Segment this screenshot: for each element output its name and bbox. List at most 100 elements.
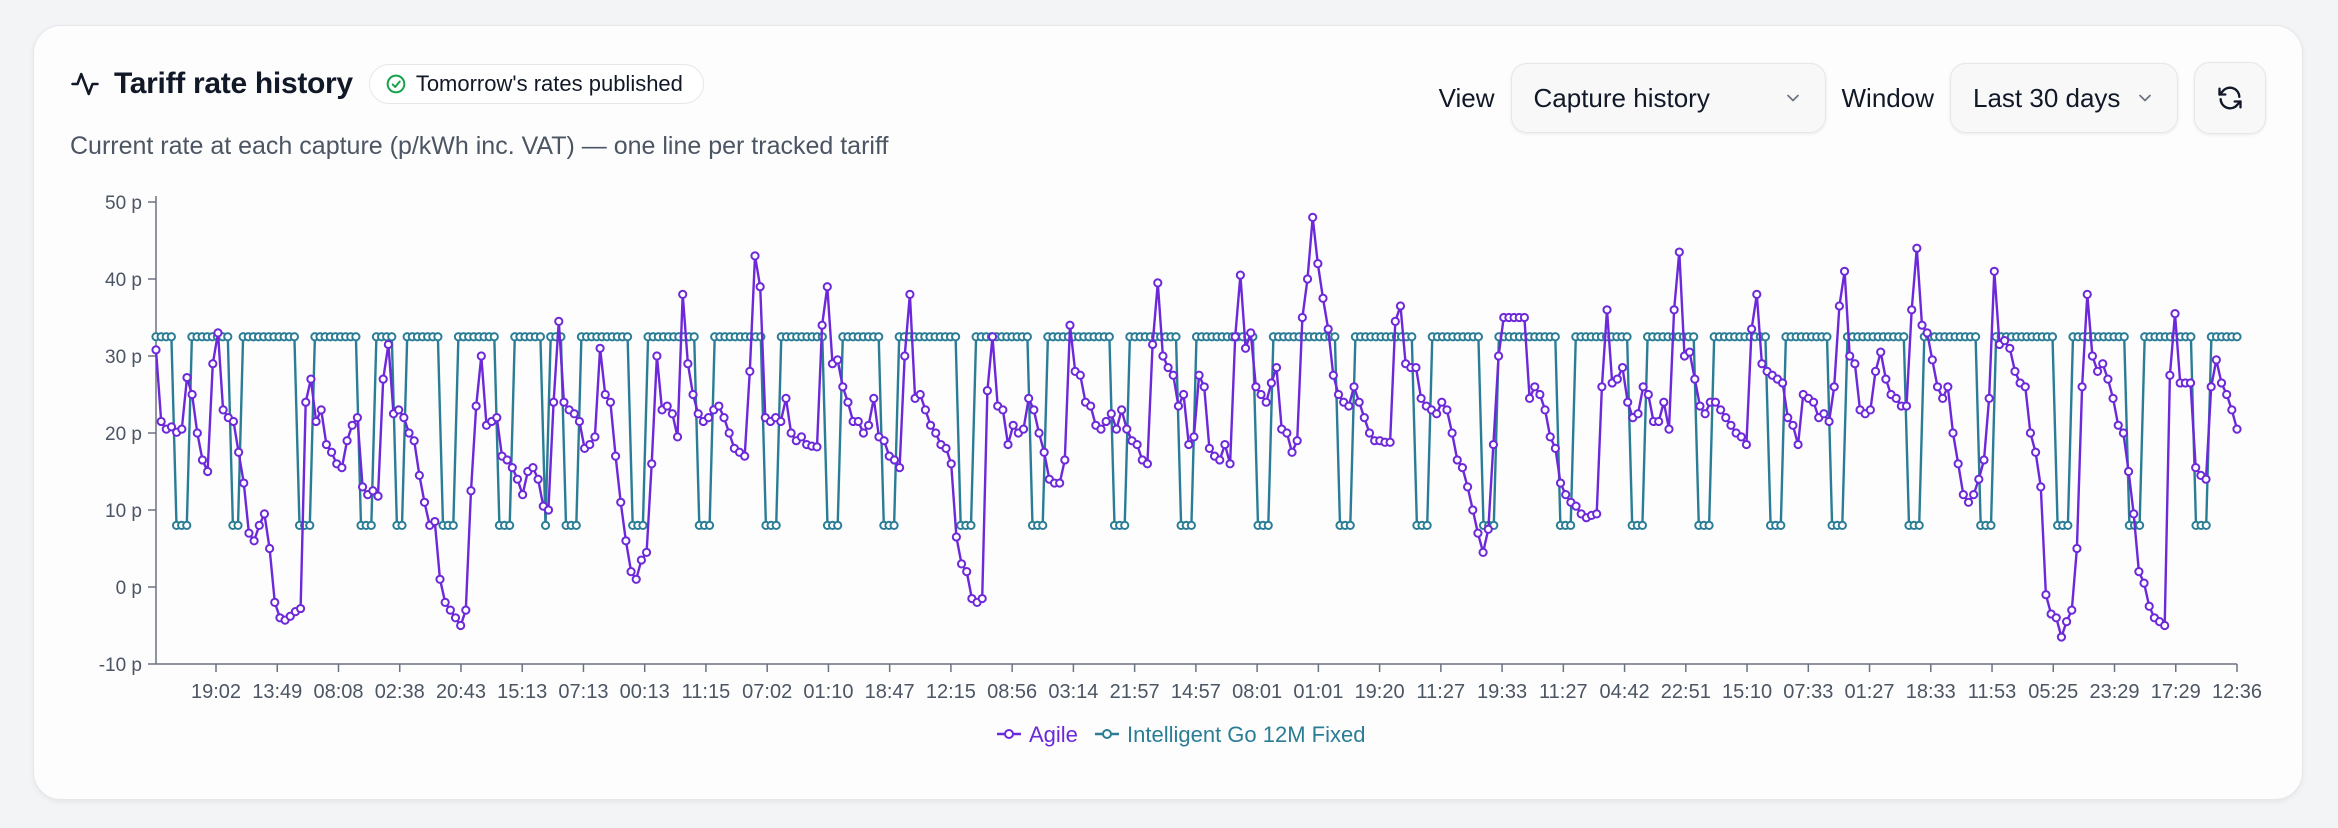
agile-point xyxy=(652,351,662,361)
agile-point xyxy=(838,382,848,392)
agile-point xyxy=(383,339,393,350)
intelligent-go-series-line xyxy=(156,335,2237,527)
agile-point xyxy=(265,543,275,554)
refresh-icon xyxy=(2218,86,2242,110)
agile-point xyxy=(1349,382,1359,392)
agile-point xyxy=(203,466,213,477)
view-select[interactable]: Capture history xyxy=(1510,63,1826,133)
agile-point xyxy=(1695,401,1705,411)
y-tick-label: 20 p xyxy=(105,424,142,445)
intelligent-go-point xyxy=(387,332,397,342)
agile-point xyxy=(1251,382,1261,392)
agile-point xyxy=(1984,393,1994,403)
agile-point xyxy=(982,386,992,396)
agile-point xyxy=(2031,447,2041,457)
agile-point xyxy=(394,405,404,415)
agile-point xyxy=(1008,420,1018,430)
agile-point xyxy=(2206,382,2216,392)
agile-point xyxy=(636,555,646,565)
agile-point xyxy=(518,490,528,500)
agile-point xyxy=(2191,463,2201,473)
agile-point xyxy=(672,432,683,442)
agile-point xyxy=(1483,524,1493,534)
agile-point xyxy=(1018,424,1029,434)
agile-point xyxy=(2056,632,2067,642)
agile-point xyxy=(1561,490,1571,500)
agile-point xyxy=(192,428,202,438)
intelligent-go-point xyxy=(489,332,499,342)
agile-point xyxy=(1638,382,1648,392)
agile-point xyxy=(543,505,554,515)
agile-point xyxy=(647,459,657,469)
agile-point xyxy=(1220,439,1230,450)
agile-point xyxy=(177,424,187,434)
agile-point xyxy=(719,413,729,423)
agile-point xyxy=(1664,424,1674,434)
intelligent-go-point xyxy=(2186,332,2196,342)
status-badge: Tomorrow's rates published xyxy=(368,64,704,104)
agile-point xyxy=(2108,393,2118,403)
agile-point xyxy=(595,343,605,353)
agile-point xyxy=(1287,447,1297,457)
agile-point xyxy=(951,532,961,542)
agile-point xyxy=(1623,397,1633,407)
agile-point xyxy=(378,374,388,384)
agile-point xyxy=(1788,420,1798,430)
intelligent-go-point xyxy=(366,520,376,530)
agile-point xyxy=(208,359,218,369)
intelligent-go-point xyxy=(1970,332,1981,342)
window-select[interactable]: Last 30 days xyxy=(1950,63,2178,133)
agile-point xyxy=(574,416,585,427)
agile-point xyxy=(2170,309,2180,319)
agile-point xyxy=(430,516,440,527)
agile-point xyxy=(1901,401,1912,411)
agile-point xyxy=(1757,359,1767,369)
intelligent-go-point xyxy=(2201,520,2211,530)
intelligent-go-point xyxy=(448,520,458,530)
agile-point xyxy=(1111,424,1122,434)
agile-point xyxy=(1148,339,1158,350)
agile-point xyxy=(2185,378,2196,388)
status-badge-label: Tomorrow's rates published xyxy=(415,71,683,96)
intelligent-go-point xyxy=(233,520,243,530)
agile-point xyxy=(1602,305,1612,315)
legend-intelligent-go-marker xyxy=(1102,729,1112,739)
agile-point xyxy=(1256,389,1266,400)
agile-point xyxy=(858,428,869,438)
agile-point xyxy=(2025,428,2036,438)
x-tick-label: 01:10 xyxy=(803,681,853,703)
agile-point xyxy=(404,428,414,438)
agile-point xyxy=(254,520,264,530)
agile-point xyxy=(373,491,383,501)
agile-point xyxy=(1055,478,1065,488)
agile-point xyxy=(533,474,543,484)
refresh-button[interactable] xyxy=(2194,62,2266,134)
agile-point xyxy=(894,463,905,473)
agile-point xyxy=(1793,439,1803,450)
agile-point xyxy=(1065,320,1075,330)
agile-point xyxy=(1963,497,1974,507)
agile-point xyxy=(1876,347,1886,357)
agile-point xyxy=(2051,613,2061,623)
agile-point xyxy=(1969,490,1979,500)
agile-point xyxy=(1189,432,1199,442)
agile-point xyxy=(1700,409,1710,419)
agile-point xyxy=(946,459,956,469)
agile-point xyxy=(1318,293,1328,303)
agile-point xyxy=(1633,409,1643,419)
agile-point xyxy=(549,397,559,407)
agile-point xyxy=(1240,343,1251,353)
agile-point xyxy=(1674,247,1684,257)
agile-point xyxy=(1953,459,1963,469)
agile-point xyxy=(1488,439,1499,450)
agile-point xyxy=(1922,328,1932,338)
agile-point xyxy=(1690,374,1700,384)
agile-point xyxy=(1839,266,1850,276)
agile-point xyxy=(456,620,466,631)
agile-point xyxy=(2165,370,2175,380)
agile-point xyxy=(1462,482,1473,492)
x-tick-label: 18:47 xyxy=(865,681,915,703)
y-tick-label: -10 p xyxy=(99,655,142,676)
agile-point xyxy=(1158,351,1168,361)
agile-point xyxy=(900,351,910,361)
